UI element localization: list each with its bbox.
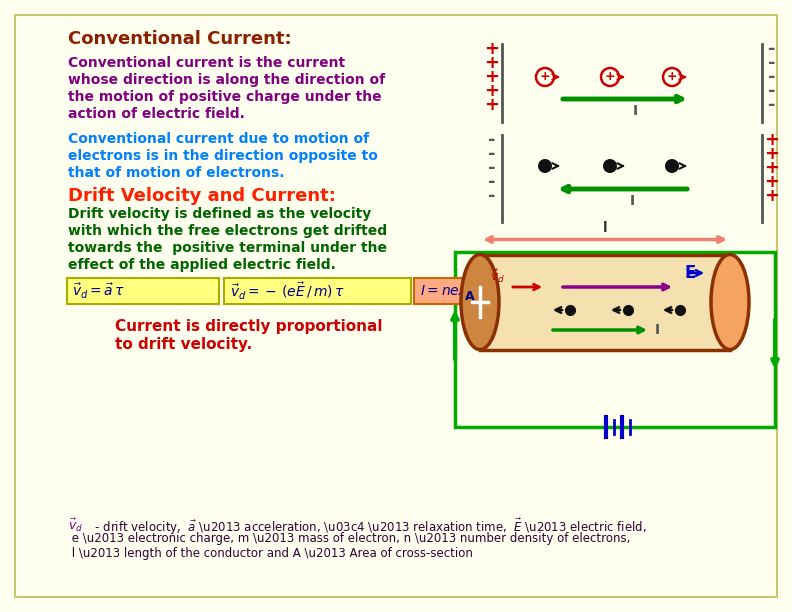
Text: -: - [488, 131, 496, 149]
Text: -: - [488, 187, 496, 205]
Text: +: + [485, 68, 500, 86]
Text: +: + [485, 54, 500, 72]
Text: -: - [768, 68, 775, 86]
Text: Drift velocity is defined as the velocity: Drift velocity is defined as the velocit… [68, 207, 371, 221]
Text: Current is directly proportional: Current is directly proportional [115, 319, 383, 334]
Text: +: + [764, 187, 779, 205]
Text: E: E [685, 264, 696, 282]
FancyBboxPatch shape [224, 278, 411, 304]
Text: -: - [768, 54, 775, 72]
Bar [455, 252, 775, 427]
Text: +: + [485, 96, 500, 114]
Text: $\vec{v}_d = \vec{a}\,\tau$: $\vec{v}_d = \vec{a}\,\tau$ [72, 282, 125, 300]
Text: I: I [633, 104, 638, 118]
Text: +: + [604, 70, 615, 83]
Text: - drift velocity,  $\vec{a}$ \u2013 acceleration, \u03c4 \u2013 relaxation time,: - drift velocity, $\vec{a}$ \u2013 accel… [91, 517, 647, 537]
Text: e \u2013 electronic charge, m \u2013 mass of electron, n \u2013 number density o: e \u2013 electronic charge, m \u2013 mas… [68, 532, 630, 545]
Text: +: + [539, 70, 550, 83]
Text: $I = neA\;\vec{v}_d$: $I = neA\;\vec{v}_d$ [420, 282, 489, 300]
Text: I: I [630, 194, 634, 208]
Text: Conventional Current:: Conventional Current: [68, 30, 291, 48]
Text: Conventional current is the current: Conventional current is the current [68, 56, 345, 70]
Text: l \u2013 length of the conductor and A \u2013 Area of cross-section: l \u2013 length of the conductor and A \… [68, 547, 473, 560]
Text: to drift velocity.: to drift velocity. [115, 337, 252, 352]
Text: Conventional current due to motion of: Conventional current due to motion of [68, 132, 369, 146]
Ellipse shape [461, 255, 499, 349]
Text: +: + [485, 40, 500, 58]
Text: $\vec{v}_d$: $\vec{v}_d$ [68, 517, 83, 534]
Text: -: - [488, 173, 496, 191]
Text: effect of the applied electric field.: effect of the applied electric field. [68, 258, 336, 272]
Text: +: + [764, 131, 779, 149]
Text: -: - [488, 145, 496, 163]
Text: action of electric field.: action of electric field. [68, 107, 245, 121]
Text: with which the free electrons get drifted: with which the free electrons get drifte… [68, 224, 387, 238]
Text: -: - [768, 40, 775, 58]
Text: towards the  positive terminal under the: towards the positive terminal under the [68, 241, 387, 255]
Text: $\vec{v}_d = - \,(e\vec{E}\,/\,m)\,\tau$: $\vec{v}_d = - \,(e\vec{E}\,/\,m)\,\tau$ [230, 280, 345, 302]
Text: Drift Velocity and Current:: Drift Velocity and Current: [68, 187, 336, 205]
Text: l: l [603, 220, 607, 234]
Text: +: + [764, 145, 779, 163]
Text: -: - [768, 96, 775, 114]
Text: whose direction is along the direction of: whose direction is along the direction o… [68, 73, 385, 87]
Bar [480, 255, 730, 349]
Text: the motion of positive charge under the: the motion of positive charge under the [68, 90, 382, 104]
Text: that of motion of electrons.: that of motion of electrons. [68, 166, 284, 180]
Text: A: A [466, 291, 475, 304]
Circle shape [538, 159, 552, 173]
Text: electrons is in the direction opposite to: electrons is in the direction opposite t… [68, 149, 378, 163]
Text: $\vec{v}_d$: $\vec{v}_d$ [490, 267, 505, 285]
Circle shape [603, 159, 617, 173]
Text: +: + [764, 173, 779, 191]
FancyBboxPatch shape [414, 278, 561, 304]
FancyBboxPatch shape [15, 15, 777, 597]
Text: +: + [764, 159, 779, 177]
Text: +: + [485, 82, 500, 100]
Text: +: + [667, 70, 677, 83]
FancyBboxPatch shape [67, 278, 219, 304]
Text: -: - [488, 159, 496, 177]
Text: I: I [655, 323, 660, 337]
Circle shape [665, 159, 679, 173]
Text: -: - [768, 82, 775, 100]
Ellipse shape [711, 255, 749, 349]
